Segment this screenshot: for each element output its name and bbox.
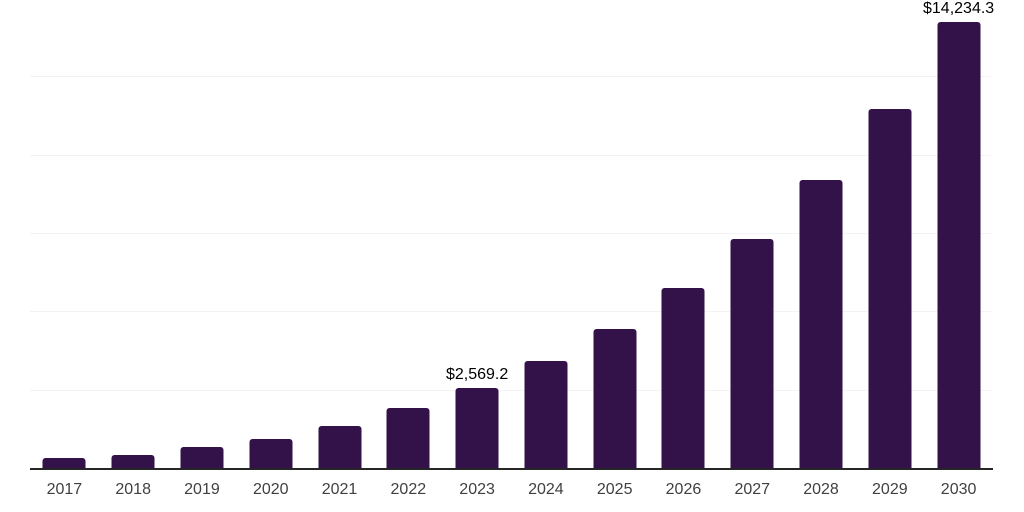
x-tick-2021: 2021 [321, 481, 358, 498]
bar-2021[interactable] [318, 426, 362, 468]
x-tick-2026: 2026 [665, 481, 702, 498]
bar-slot-2023: $2,569.2 [443, 0, 512, 468]
bar-slot-2030: $14,234.3 [923, 0, 995, 468]
value-label-2030: $14,234.3 [923, 0, 995, 17]
gridline [30, 154, 991, 156]
bar-chart: $2,569.2 $14,234.3 2017 2018 2019 2020 2021 20… [30, 0, 995, 512]
bar-2027[interactable] [730, 238, 774, 468]
bar-slot-2020 [236, 0, 305, 468]
bar-slot-2017 [30, 0, 99, 468]
x-tick-2028: 2028 [803, 481, 839, 498]
bar-slot-2022 [374, 0, 443, 468]
bar-slot-2029 [855, 0, 924, 468]
value-label-2023: $2,569.2 [445, 365, 509, 383]
bar-2018[interactable] [111, 454, 155, 468]
bar-2028[interactable] [799, 180, 843, 468]
x-tick-2018: 2018 [115, 481, 151, 498]
bar-2026[interactable] [661, 288, 705, 468]
bar-2017[interactable] [42, 457, 86, 468]
bar-2023[interactable] [455, 387, 499, 468]
bar-slot-2024 [512, 0, 581, 468]
x-tick-2017: 2017 [46, 481, 83, 498]
bar-2024[interactable] [524, 360, 568, 468]
bar-slot-2026 [649, 0, 718, 468]
x-tick-2030: 2030 [940, 481, 977, 498]
bar-2025[interactable] [593, 328, 637, 468]
bar-slot-2027 [718, 0, 787, 468]
bar-slot-2018 [99, 0, 168, 468]
bar-slot-2019 [168, 0, 237, 468]
x-tick-2025: 2025 [596, 481, 633, 498]
x-tick-2022: 2022 [390, 481, 427, 498]
plot-area: $2,569.2 $14,234.3 [30, 0, 995, 470]
x-tick-2020: 2020 [252, 481, 289, 498]
x-tick-2023: 2023 [459, 481, 495, 498]
gridline [30, 233, 991, 234]
gridline [30, 311, 991, 313]
bar-slot-2028 [787, 0, 856, 468]
gridline [30, 76, 991, 78]
x-tick-2027: 2027 [734, 481, 771, 498]
bar-2030[interactable] [937, 22, 981, 468]
x-tick-2024: 2024 [528, 481, 564, 498]
x-axis-labels: 2017 2018 2019 2020 2021 2022 2023 2024 2025 2026… [30, 470, 993, 510]
x-tick-2019: 2019 [184, 481, 220, 498]
bar-2020[interactable] [249, 439, 293, 468]
bar-2022[interactable] [386, 408, 430, 468]
bar-slot-2021 [305, 0, 374, 468]
gridline [30, 389, 991, 391]
bar-2029[interactable] [868, 108, 912, 468]
bar-slot-2025 [580, 0, 649, 468]
x-tick-2029: 2029 [872, 481, 908, 498]
bar-2019[interactable] [180, 447, 224, 468]
